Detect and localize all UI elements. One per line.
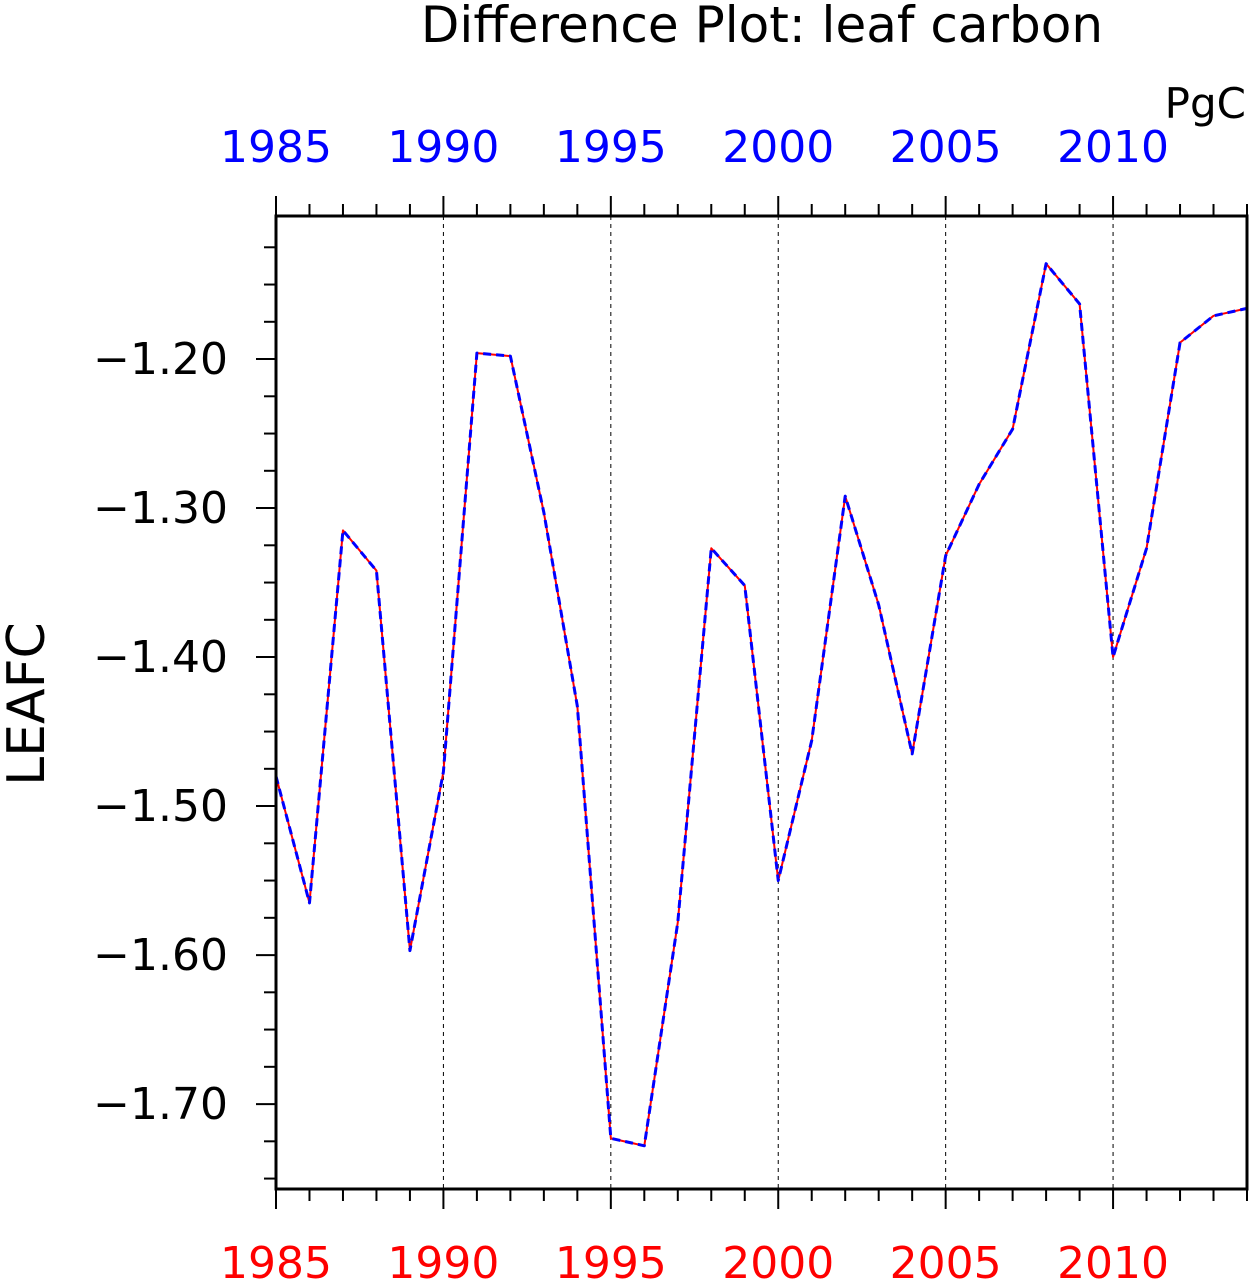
- y-tick-label-1: −1.30: [93, 483, 228, 534]
- y-tick-label-4: −1.60: [93, 930, 228, 981]
- x-tick-label-bottom-1995: 1995: [555, 1238, 667, 1280]
- x-tick-label-top-1985: 1985: [220, 122, 332, 173]
- x-tick-label-bottom-1990: 1990: [387, 1238, 499, 1280]
- x-tick-label-bottom-1985: 1985: [220, 1238, 332, 1280]
- y-tick-label-0: −1.20: [93, 334, 228, 385]
- axis-layer: 1985 1985 1990 1990 1995 1995 2000 2000 2005 2005…: [93, 122, 1249, 1280]
- x-tick-label-top-1995: 1995: [555, 122, 667, 173]
- chart-title: Difference Plot: leaf carbon: [421, 0, 1103, 54]
- x-tick-label-top-2010: 2010: [1057, 122, 1169, 173]
- y-axis-label: LEAFC: [0, 622, 57, 786]
- series-line-blue-dashed: [274, 262, 1248, 1148]
- series-layer: [274, 262, 1248, 1148]
- x-tick-label-top-2005: 2005: [890, 122, 1002, 173]
- plot-frame: [274, 214, 1249, 1191]
- y-tick-label-2: −1.40: [93, 632, 228, 683]
- x-tick-label-bottom-2005: 2005: [890, 1238, 1002, 1280]
- units-label: PgC: [1165, 79, 1246, 128]
- x-tick-label-top-1990: 1990: [387, 122, 499, 173]
- series-line-red-solid: [275, 262, 1248, 1147]
- y-tick-label-5: −1.70: [93, 1079, 228, 1130]
- x-tick-label-bottom-2010: 2010: [1057, 1238, 1169, 1280]
- grid-layer: [442, 216, 1114, 1189]
- x-tick-label-bottom-2000: 2000: [722, 1238, 834, 1280]
- x-tick-label-top-2000: 2000: [722, 122, 834, 173]
- y-tick-label-3: −1.50: [93, 781, 228, 832]
